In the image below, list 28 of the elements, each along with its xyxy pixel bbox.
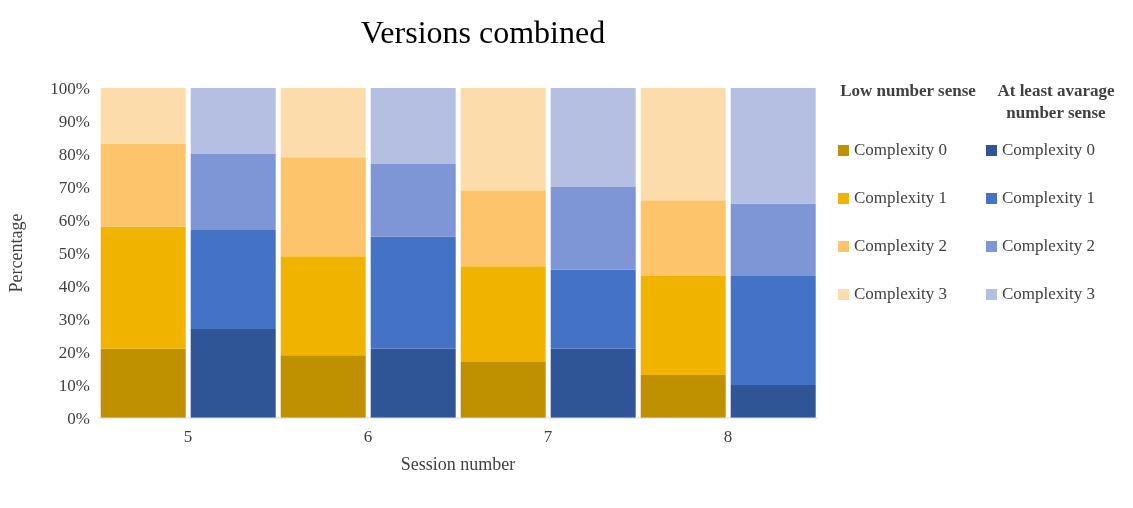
text: At least avarage number sense: [996, 80, 1116, 124]
x-tick-label: 7: [543, 427, 553, 446]
x-axis-title: Session number: [400, 454, 516, 474]
chart-title: Versions combined: [359, 14, 607, 51]
y-tick-label: 70%: [58, 178, 90, 198]
x-tick-label: 5: [183, 427, 193, 446]
y-tick-label: 10%: [58, 376, 90, 396]
legend-label: Complexity 3: [853, 283, 949, 305]
y-tick-label: 20%: [58, 343, 90, 363]
y-tick-label: 60%: [58, 211, 90, 231]
y-tick-label: 50%: [58, 244, 90, 264]
legend-label: Complexity 0: [853, 139, 949, 161]
y-tick-label: 80%: [58, 145, 90, 165]
y-tick-label: 90%: [58, 112, 90, 132]
legend-label: Complexity 2: [853, 235, 949, 257]
y-tick-label: 100%: [50, 79, 90, 99]
text: Low number sense: [839, 80, 977, 102]
legend-label: Complexity 0: [1001, 139, 1097, 161]
y-tick-label: 0%: [67, 409, 90, 429]
y-tick-label: 30%: [58, 310, 90, 330]
x-tick-label: 6: [363, 427, 373, 446]
y-tick-label: 40%: [58, 277, 90, 297]
legend-label: Complexity 1: [1001, 187, 1097, 209]
y-axis-title: Percentage: [6, 213, 27, 293]
x-tick-label: 8: [723, 427, 733, 446]
legend-label: Complexity 3: [1001, 283, 1097, 305]
legend-label: Complexity 2: [1001, 235, 1097, 257]
legend-label: Complexity 1: [853, 187, 949, 209]
